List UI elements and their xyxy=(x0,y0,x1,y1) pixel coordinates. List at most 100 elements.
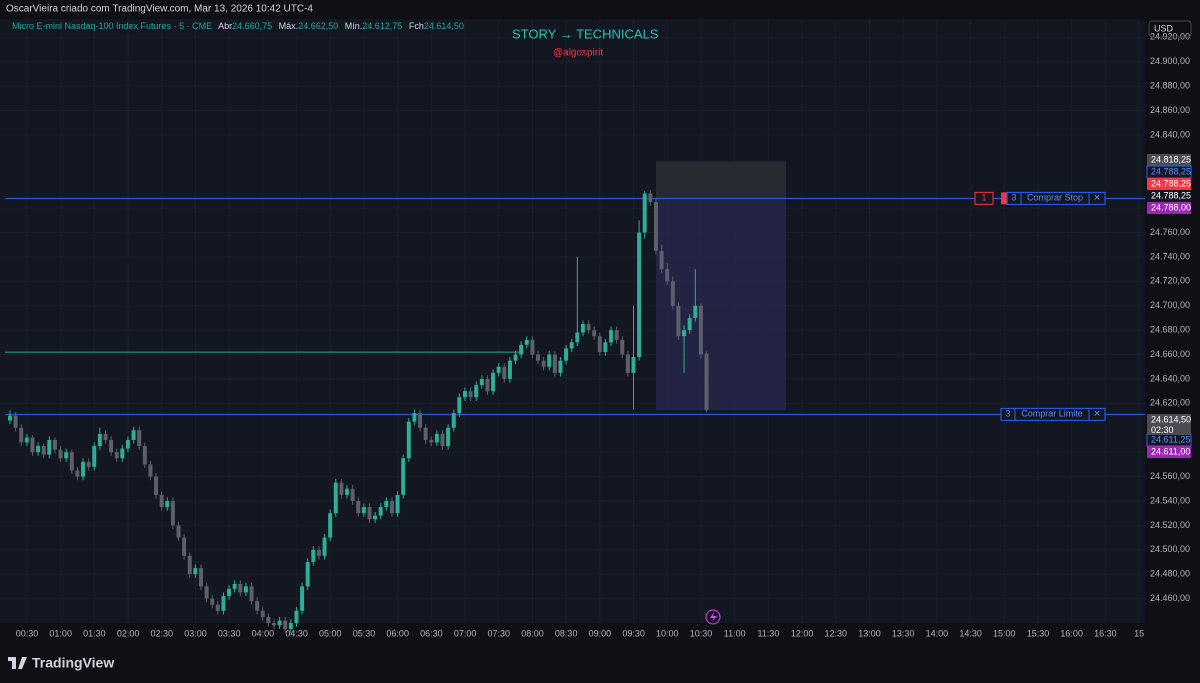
currency[interactable]: USD xyxy=(1154,23,1174,33)
candle-body xyxy=(361,507,366,514)
candle-body xyxy=(530,339,535,355)
candle-body xyxy=(569,342,574,349)
price-label: 24.788,25 xyxy=(1151,166,1191,176)
candle-body xyxy=(659,250,664,270)
candle-body xyxy=(620,339,625,355)
x-tick-label: 06:30 xyxy=(420,628,443,638)
candle-body xyxy=(227,588,232,597)
candle-body xyxy=(182,537,187,556)
candle-body xyxy=(687,317,692,331)
alert-bolt xyxy=(710,612,717,622)
y-tick-label: 24.700,00 xyxy=(1150,300,1190,310)
x-tick-label: 08:00 xyxy=(521,628,544,638)
y-tick-label: 24.680,00 xyxy=(1150,325,1190,335)
candle-body xyxy=(305,561,310,587)
candle-body xyxy=(120,448,125,459)
candle-body xyxy=(215,604,220,611)
candle-body xyxy=(395,494,400,514)
candle-body xyxy=(446,427,451,447)
countdown-box xyxy=(1147,426,1191,435)
x-tick-label: 03:30 xyxy=(218,628,241,638)
candle-body xyxy=(114,452,119,459)
candle-body xyxy=(389,500,394,514)
candle-body xyxy=(625,354,630,373)
candle-body xyxy=(300,586,305,611)
candle-body xyxy=(238,583,243,593)
position-box xyxy=(656,198,786,411)
candle-body xyxy=(159,494,164,508)
candle-body xyxy=(64,452,69,459)
candle-body xyxy=(451,413,456,428)
y-tick-label: 24.460,00 xyxy=(1150,593,1190,603)
alert-icon[interactable] xyxy=(705,609,721,625)
y-tick-label: 24.720,00 xyxy=(1150,276,1190,286)
order-close[interactable]: ✕ xyxy=(1093,193,1101,203)
price-label-box xyxy=(1147,154,1191,166)
y-tick-label: 24.620,00 xyxy=(1150,398,1190,408)
logo-mark xyxy=(8,657,27,669)
header: OscarVieira criado com TradingView.com, … xyxy=(6,4,313,15)
candle-body xyxy=(221,596,226,611)
x-tick-label: 13:30 xyxy=(892,628,915,638)
order-box[interactable] xyxy=(1006,191,1106,205)
x-tick-label: 12:00 xyxy=(791,628,814,638)
candle-body xyxy=(614,330,619,340)
x-tick-label: 04:30 xyxy=(285,628,308,638)
order-tag-box[interactable] xyxy=(974,191,994,205)
candle-body xyxy=(575,332,580,343)
legend-value: 24.612,75 xyxy=(362,21,402,31)
candle-body xyxy=(198,568,203,587)
candle-body xyxy=(698,305,703,355)
candle-body xyxy=(311,549,316,562)
candle-body xyxy=(373,515,378,520)
candle-body xyxy=(316,549,321,556)
x-tick-label: 04:00 xyxy=(252,628,275,638)
candle-body xyxy=(154,476,159,495)
legend-value: 24.662,50 xyxy=(298,21,338,31)
candle-body xyxy=(507,360,512,379)
candle-body xyxy=(631,356,636,373)
candle-body xyxy=(75,470,80,477)
candle-body xyxy=(434,433,439,443)
candle-body xyxy=(356,500,361,514)
legend: Micro E-mini Nasdaq-100 Index Futures · … xyxy=(12,21,464,31)
x-tick-label: 03:00 xyxy=(184,628,207,638)
candle-body xyxy=(283,620,288,630)
price-label: 24.788,00 xyxy=(1151,202,1191,212)
x-tick-label: 00:30 xyxy=(16,628,39,638)
candle-body xyxy=(350,488,355,501)
price-label: 24.818,25 xyxy=(1151,154,1191,164)
candle-body xyxy=(693,305,698,318)
candle-body xyxy=(266,616,271,623)
candle-body xyxy=(406,421,411,459)
price-label-box xyxy=(1147,414,1191,426)
candle-body xyxy=(653,202,658,251)
candle-body xyxy=(58,449,63,459)
legend-key: Abr xyxy=(218,21,232,31)
x-tick-label: 06:00 xyxy=(386,628,409,638)
price-label: 24.611,25 xyxy=(1151,434,1190,444)
order-close[interactable]: ✕ xyxy=(1093,409,1101,419)
x-tick-label: 09:30 xyxy=(622,628,645,638)
candle-body xyxy=(131,430,136,440)
y-tick-label: 24.660,00 xyxy=(1150,349,1190,359)
order-box[interactable] xyxy=(1000,407,1106,421)
candle-body xyxy=(47,439,52,455)
candle-body xyxy=(333,482,338,514)
x-tick-label: 10:00 xyxy=(656,628,679,638)
x-tick-label: 11:00 xyxy=(724,628,746,638)
candle-body xyxy=(148,464,153,477)
candle-body xyxy=(378,507,383,516)
candle-body xyxy=(457,397,462,414)
candle-body xyxy=(193,568,198,575)
candle-body xyxy=(24,437,29,443)
x-tick-label: 07:00 xyxy=(454,628,477,638)
candle-body xyxy=(8,415,12,421)
candle-body xyxy=(676,305,681,337)
currency-box[interactable] xyxy=(1148,20,1192,38)
candle-body xyxy=(255,601,260,611)
candle-body xyxy=(294,610,299,623)
order-flag xyxy=(1001,192,1007,205)
y-tick-label: 24.640,00 xyxy=(1150,373,1190,383)
candle-body xyxy=(345,488,350,495)
